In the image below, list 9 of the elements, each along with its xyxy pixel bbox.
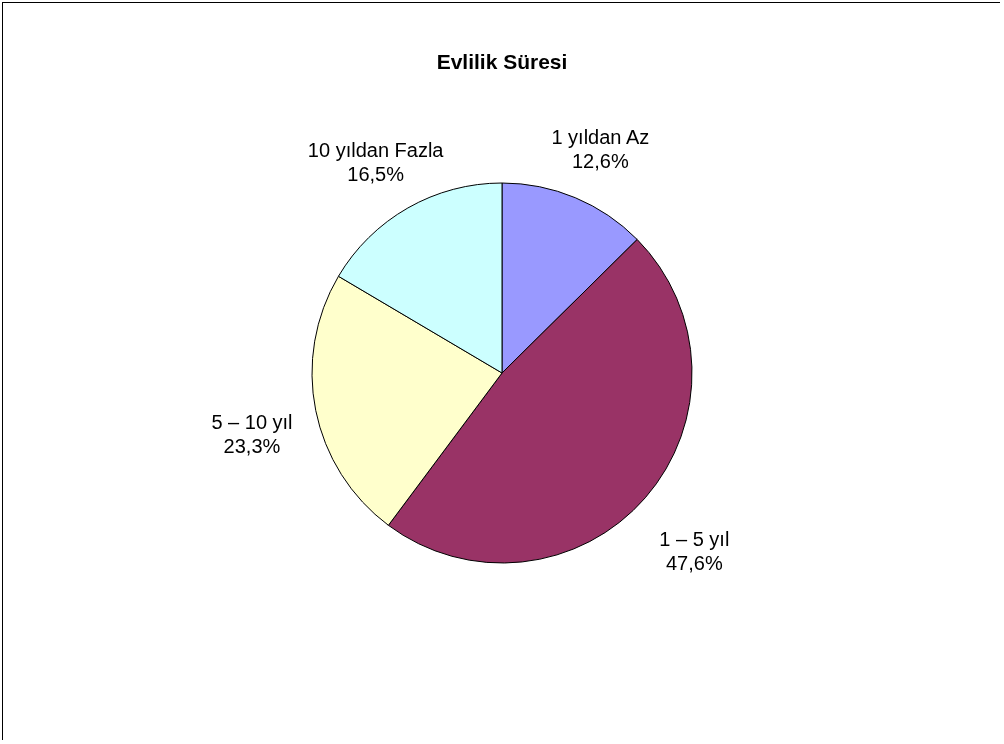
data-label: 16,5%	[347, 163, 405, 186]
slice-label: 1 yıldan Az	[551, 125, 650, 148]
slice-label: 5 – 10 yıl	[211, 411, 293, 434]
data-label: 47,6%	[665, 552, 723, 575]
slice-label: 1 – 5 yıl	[659, 528, 730, 551]
chart-title: Evlilik Süresi	[436, 50, 568, 73]
data-label: 23,3%	[223, 435, 281, 458]
data-label: 12,6%	[571, 149, 629, 172]
slice-label: 10 yıldan Fazla	[307, 139, 445, 162]
